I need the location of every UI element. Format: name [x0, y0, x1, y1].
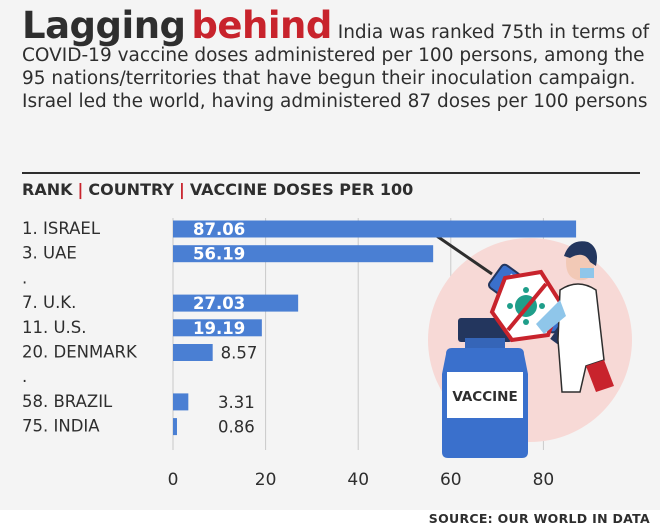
bar-chart: VACCINE: [22, 218, 632, 490]
bar: [173, 294, 299, 312]
data-label: 3.31: [218, 393, 255, 412]
country-label: 1. ISRAEL: [22, 219, 101, 238]
column-header-rank: RANK: [22, 180, 73, 199]
headline-title-part2: behind: [191, 4, 332, 47]
bars-layer: [173, 220, 577, 436]
country-label: 7. U.K.: [22, 293, 76, 312]
headline-block: Lagging behind India was ranked 75th in …: [22, 7, 652, 113]
country-label: 58. BRAZIL: [22, 392, 113, 411]
health-worker-icon: [536, 241, 614, 393]
vaccine-illustration: VACCINE: [427, 228, 632, 458]
data-label: 27.03: [193, 294, 245, 313]
x-axis: 0 20 40 60 80: [168, 470, 555, 490]
source-credit: SOURCE: OUR WORLD IN DATA: [428, 511, 650, 526]
x-tick-label: 0: [168, 470, 179, 490]
country-label: 20. DENMARK: [22, 343, 138, 362]
country-label: 3. UAE: [22, 244, 77, 263]
country-label: 75. INDIA: [22, 417, 100, 436]
headline-description: India was ranked 75th in terms of COVID-…: [22, 22, 650, 112]
vaccine-vial-icon: VACCINE: [442, 318, 528, 458]
column-separator: |: [77, 180, 84, 199]
data-label: 19.19: [193, 319, 245, 338]
country-label: 11. U.S.: [22, 318, 87, 337]
x-tick-label: 20: [255, 470, 277, 490]
header-divider: [22, 172, 640, 174]
bar: [173, 220, 577, 238]
column-separator: |: [179, 180, 185, 199]
headline-title-part1: Lagging: [22, 4, 186, 47]
data-label: 56.19: [193, 245, 245, 264]
column-header: RANK | COUNTRY | VACCINE DOSES PER 100: [22, 180, 413, 199]
x-tick-label: 60: [440, 470, 462, 490]
row-labels-layer: 1. ISRAEL 87.06 3. UAE 56.19. 7. U.K. 27.03 11…: [22, 219, 257, 437]
vial-label: VACCINE: [452, 389, 517, 405]
data-label: 8.57: [221, 344, 258, 363]
country-label: .: [22, 268, 27, 287]
bar: [173, 319, 262, 337]
data-label: 0.86: [218, 418, 255, 437]
bar: [173, 393, 189, 411]
data-label: 87.06: [193, 220, 245, 239]
column-header-country: COUNTRY: [88, 180, 175, 199]
x-tick-label: 80: [533, 470, 555, 490]
column-header-doses: VACCINE DOSES PER 100: [189, 180, 414, 199]
bar: [173, 245, 434, 263]
bar: [173, 418, 177, 436]
country-label: .: [22, 367, 27, 386]
bar: [173, 344, 213, 361]
x-tick-label: 40: [347, 470, 369, 490]
